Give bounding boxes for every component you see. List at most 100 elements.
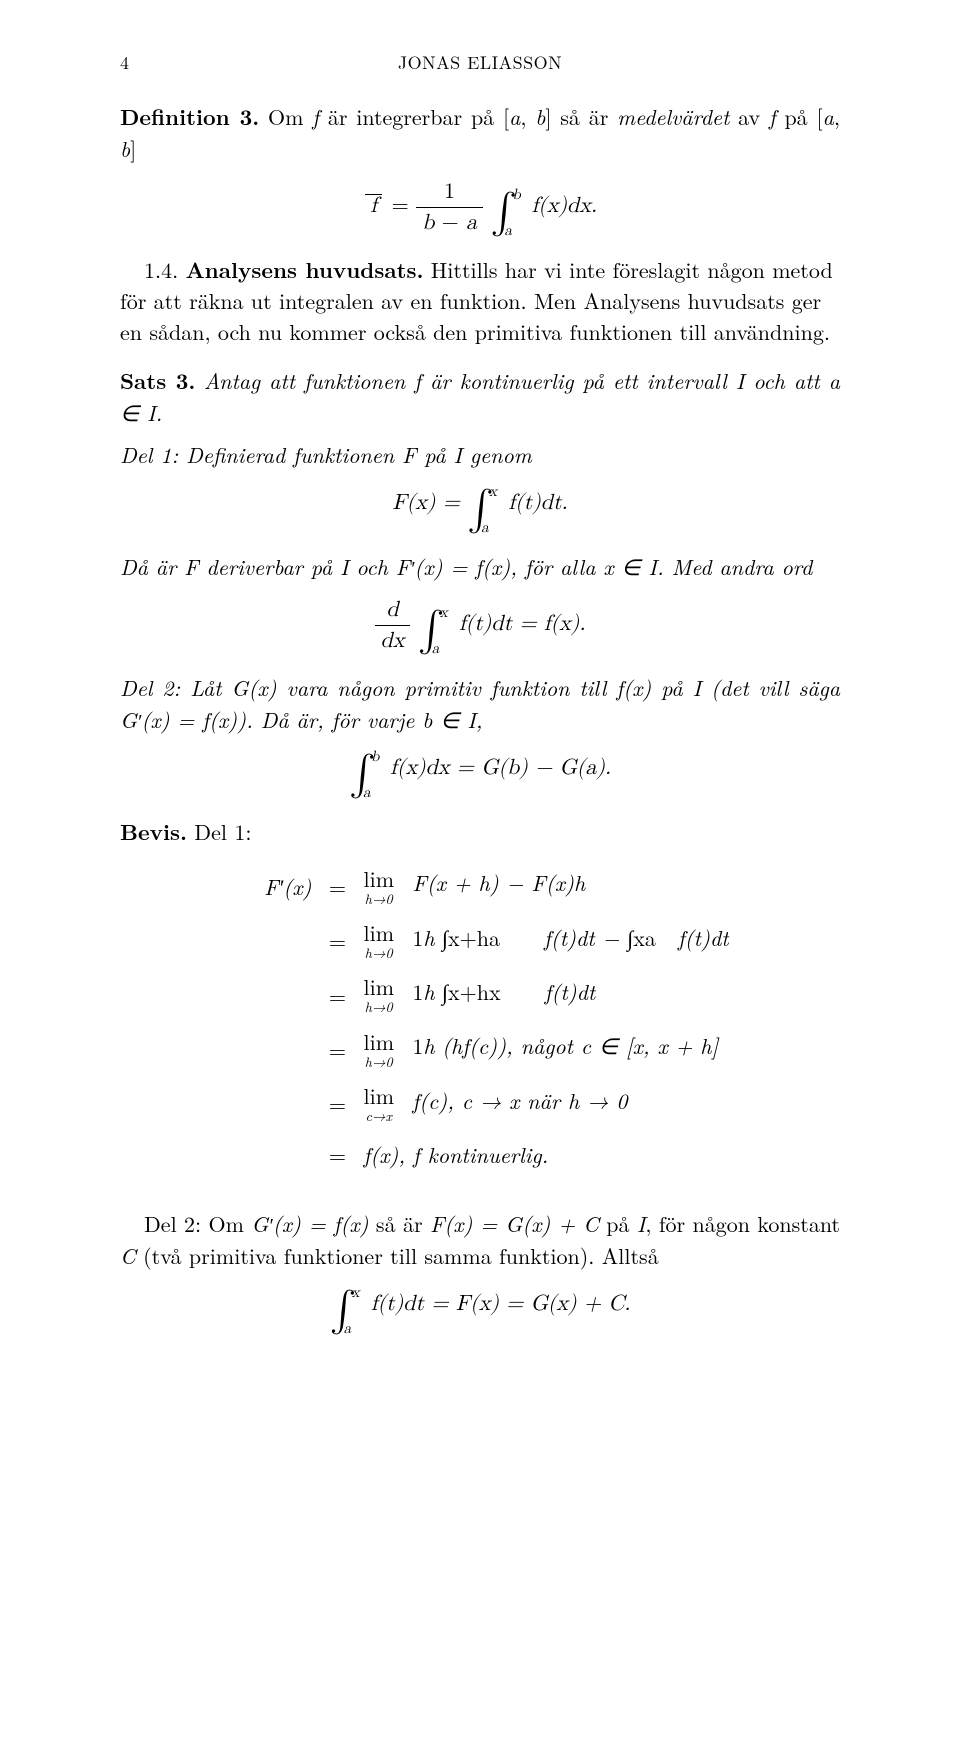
theorem-body-2: Då är F deriverbar på I och F′(x) = f(x)… bbox=[120, 551, 840, 583]
eqn-lhs bbox=[225, 914, 317, 968]
equation-mean-value: f = 1b − a ∫ba f(x)dx. bbox=[120, 179, 840, 236]
proof-eqnarray: F′(x) = limh→0 F(x + h) − F(x)h = limh→0… bbox=[225, 859, 734, 1177]
limit: limh→0 bbox=[363, 1031, 394, 1069]
text: Då är bbox=[120, 551, 184, 582]
definition-label: Definition 3. bbox=[120, 101, 259, 132]
fraction: 1h bbox=[412, 922, 434, 953]
text: och bbox=[348, 551, 395, 582]
fraction: 1h bbox=[412, 976, 434, 1007]
upper-bound: x bbox=[633, 922, 645, 953]
proof-del1: Del 1: bbox=[187, 816, 251, 847]
math-a: a bbox=[509, 101, 520, 132]
eqn-eq: = bbox=[317, 859, 357, 913]
numerator: 1 bbox=[412, 1030, 423, 1061]
lhs: F(x) = bbox=[392, 492, 467, 514]
text: , för någon konstant bbox=[645, 1208, 840, 1239]
proof-label-line: Bevis. Del 1: bbox=[120, 816, 840, 848]
eqn-rhs: lim c→x f(c), c → x när h → 0 bbox=[357, 1077, 734, 1131]
text: på [ bbox=[776, 101, 823, 132]
proof-label: Bevis. bbox=[120, 816, 187, 847]
math: G′(x) = f(x) bbox=[251, 1208, 368, 1239]
lim-text: lim bbox=[363, 1085, 394, 1107]
prime: ′ bbox=[268, 1210, 272, 1238]
lim-sub: c→x bbox=[363, 1109, 394, 1123]
text: , för alla bbox=[510, 551, 603, 582]
fraction: F(x + h) − F(x)h bbox=[412, 867, 585, 898]
text: a bbox=[466, 212, 477, 234]
integral-sign: ∫x+hx bbox=[442, 976, 501, 1007]
integrand: f(x)dx. bbox=[532, 195, 597, 217]
prime: ′ bbox=[410, 553, 414, 581]
text: ] bbox=[130, 133, 136, 164]
eqn-eq: = bbox=[317, 1022, 357, 1076]
integrand: f(t)dt bbox=[678, 922, 729, 953]
math-a: a bbox=[823, 101, 834, 132]
numerator: F(x + h) − F(x) bbox=[412, 867, 574, 898]
text: Del 2: Om bbox=[144, 1208, 251, 1239]
denominator: b − a bbox=[416, 208, 483, 236]
equation-d-dx: ddx ∫xa f(t)dt = f(x). bbox=[120, 597, 840, 654]
theorem-del2: Del 2: Låt G(x) vara någon primitiv funk… bbox=[120, 672, 840, 736]
text: Om bbox=[259, 101, 312, 132]
fraction: 1b − a bbox=[416, 179, 483, 236]
math-b: b bbox=[120, 133, 130, 164]
denominator: h bbox=[423, 976, 434, 1007]
integrand: f(t)dt. bbox=[508, 492, 567, 514]
proof-del2-paragraph: Del 2: Om G′(x) = f(x) så är F(x) = G(x)… bbox=[120, 1208, 840, 1272]
text: av bbox=[729, 101, 769, 132]
text: (det vill säga bbox=[701, 672, 840, 703]
eqn-eq: = bbox=[317, 914, 357, 968]
upper-bound: x bbox=[352, 1284, 360, 1302]
lower-bound: a bbox=[363, 784, 371, 802]
upper-bound: b bbox=[512, 186, 520, 204]
text: b bbox=[422, 212, 434, 234]
section-title-text: Analysens huvudsats. bbox=[186, 254, 424, 285]
limit: limh→0 bbox=[363, 976, 394, 1014]
eqn-row: = lim c→x f(c), c → x när h → 0 bbox=[225, 1077, 734, 1131]
text: , bbox=[476, 704, 483, 735]
page-number: 4 bbox=[120, 50, 130, 75]
denominator: h bbox=[423, 1030, 434, 1061]
limit: limh→0 bbox=[363, 868, 394, 906]
lim-sub: h→0 bbox=[363, 1055, 394, 1069]
lower-bound: a bbox=[344, 1320, 352, 1338]
text: så är bbox=[369, 1208, 430, 1239]
definition-paragraph: Definition 3. Om f är integrerbar på [a,… bbox=[120, 101, 840, 165]
math-f-bar: f bbox=[363, 193, 384, 219]
limit: limh→0 bbox=[363, 922, 394, 960]
integrand: f(t)dt − bbox=[544, 922, 627, 953]
integrand: f(t)dt bbox=[545, 976, 596, 1007]
lim-text: lim bbox=[363, 922, 394, 944]
body: f(c), c → x när h → 0 bbox=[412, 1085, 627, 1116]
running-header: 4 JONAS ELIASSON . bbox=[120, 50, 840, 75]
eqn-rhs: limh→0 F(x + h) − F(x)h bbox=[357, 859, 734, 913]
text: är kontinuerlig på ett intervall bbox=[421, 365, 736, 396]
section-number: 1.4. bbox=[144, 254, 178, 285]
fraction: ddx bbox=[375, 597, 411, 654]
math-b: b bbox=[535, 101, 545, 132]
numerator: 1 bbox=[412, 922, 423, 953]
body: (hf(c)), något c ∈ [x, x + h] bbox=[442, 1030, 718, 1061]
eqn-row: = limh→0 1h ∫x+ha f(t)dt − ∫xa f(t)dt bbox=[225, 914, 734, 968]
fraction: 1h bbox=[412, 1030, 434, 1061]
equation-F-def: F(x) = ∫xa f(t)dt. bbox=[120, 485, 840, 533]
integral-sign: ∫x+ha bbox=[442, 922, 500, 953]
equation-final: ∫xa f(t)dt = F(x) = G(x) + C. bbox=[120, 1286, 840, 1334]
eqn-row: F′(x) = limh→0 F(x + h) − F(x)h bbox=[225, 859, 734, 913]
text: Antag att funktionen bbox=[204, 365, 414, 396]
upper-bound: x+h bbox=[448, 976, 489, 1007]
lower-bound: a bbox=[481, 519, 489, 537]
text: är integrerbar på [ bbox=[319, 101, 509, 132]
term-medelvardet: medelvärdet bbox=[617, 101, 729, 132]
text: ). Då är, för varje bbox=[237, 704, 422, 735]
numerator: d bbox=[375, 597, 411, 626]
eqn-eq: = bbox=[317, 1077, 357, 1131]
lim-text: lim bbox=[363, 868, 394, 890]
text: Del 2: Låt bbox=[120, 672, 231, 703]
eqn-rhs: limh→0 1h ∫x+ha f(t)dt − ∫xa f(t)dt bbox=[357, 914, 734, 968]
math: C bbox=[120, 1240, 136, 1271]
upper-bound: x bbox=[489, 483, 497, 501]
lim-sub: h→0 bbox=[363, 1000, 394, 1014]
text: ] så är bbox=[545, 101, 617, 132]
equation-ftc2: ∫ba f(x)dx = G(b) − G(a). bbox=[120, 750, 840, 798]
